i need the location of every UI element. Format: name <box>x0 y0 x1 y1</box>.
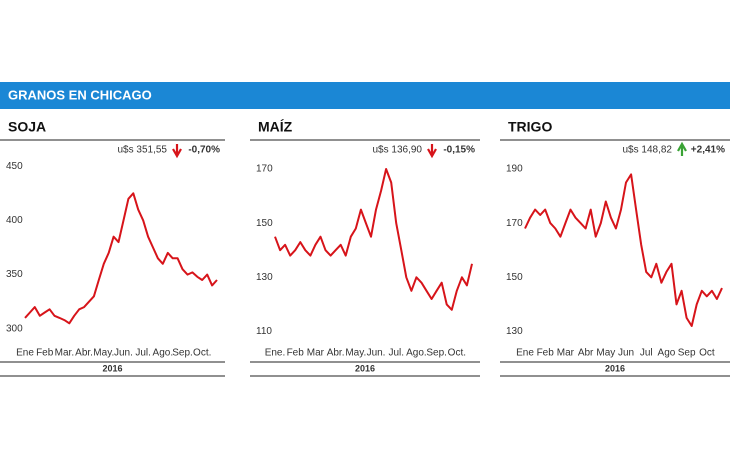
y-tick-label: 400 <box>6 215 23 226</box>
y-tick-label: 300 <box>6 323 23 334</box>
x-tick-label: Jul. <box>388 348 404 359</box>
x-tick-label: Feb <box>537 348 555 359</box>
y-tick-label: 130 <box>256 272 273 283</box>
change: -0,70% <box>188 145 220 156</box>
x-tick-label: Sep. <box>426 348 447 359</box>
x-tick-label: Jun. <box>114 348 133 359</box>
x-tick-label: Jun <box>618 348 634 359</box>
price-line <box>524 173 723 327</box>
x-tick-label: May. <box>345 348 366 359</box>
x-tick-label: Feb <box>287 348 305 359</box>
x-tick-label: Mar <box>307 348 325 359</box>
x-tick-label: May. <box>93 348 114 359</box>
x-tick-label: Abr <box>578 348 594 359</box>
x-tick-label: Sep. <box>172 348 193 359</box>
year-label: 2016 <box>355 363 375 373</box>
header-bar <box>0 82 730 109</box>
y-tick-label: 170 <box>506 218 523 229</box>
x-tick-label: Ene <box>16 348 34 359</box>
x-tick-label: Abr. <box>75 348 93 359</box>
x-tick-label: Sep <box>678 348 696 359</box>
change-arrow <box>427 144 437 159</box>
panel-title: SOJA <box>8 119 46 135</box>
x-tick-label: Mar. <box>55 348 74 359</box>
x-tick-label: Oct <box>699 348 715 359</box>
x-tick-label: Feb <box>36 348 54 359</box>
x-tick-label: Jun. <box>367 348 386 359</box>
year-label: 2016 <box>102 363 122 373</box>
y-tick-label: 170 <box>256 164 273 175</box>
header-title: GRANOS EN CHICAGO <box>8 87 152 102</box>
y-tick-label: 150 <box>506 272 523 283</box>
y-tick-label: 350 <box>6 269 23 280</box>
price: u$s 351,55 <box>118 145 168 156</box>
price: u$s 136,90 <box>373 145 423 156</box>
price-line <box>24 192 218 325</box>
y-tick-label: 130 <box>506 326 523 337</box>
year-label: 2016 <box>605 363 625 373</box>
change: +2,41% <box>691 145 725 156</box>
price: u$s 148,82 <box>623 145 673 156</box>
change-arrow <box>677 141 687 156</box>
change: -0,15% <box>443 145 475 156</box>
panel-title: MAÍZ <box>258 119 293 135</box>
price-line <box>274 168 473 311</box>
x-tick-label: Abr. <box>327 348 345 359</box>
y-tick-label: 150 <box>256 218 273 229</box>
y-tick-label: 450 <box>6 161 23 172</box>
panel-title: TRIGO <box>508 119 552 135</box>
y-tick-label: 190 <box>506 164 523 175</box>
x-tick-label: Oct. <box>193 348 211 359</box>
x-tick-label: May <box>596 348 615 359</box>
y-tick-label: 110 <box>256 326 272 337</box>
x-tick-label: Ago <box>658 348 676 359</box>
x-tick-label: Jul. <box>135 348 151 359</box>
x-tick-label: Mar <box>557 348 575 359</box>
x-tick-label: Oct. <box>448 348 466 359</box>
change-arrow <box>172 144 182 159</box>
x-tick-label: Ago. <box>406 348 427 359</box>
x-tick-label: Ene. <box>265 348 286 359</box>
x-tick-label: Ago. <box>153 348 174 359</box>
x-tick-label: Ene <box>516 348 534 359</box>
x-tick-label: Jul <box>640 348 653 359</box>
